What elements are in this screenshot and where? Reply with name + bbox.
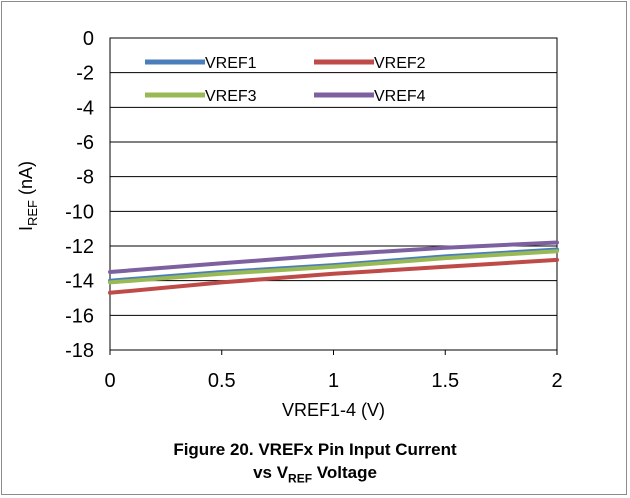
x-axis-label: VREF1-4 (V) <box>282 400 385 420</box>
legend: VREF1 VREF2 VREF3 VREF4 <box>145 55 426 105</box>
y-tick-label: -18 <box>65 340 94 362</box>
grid <box>110 37 557 351</box>
caption-subscript: REF <box>288 471 313 486</box>
y-axis-label: IREF (nA) <box>16 161 40 231</box>
x-tick-label: 2 <box>551 370 562 392</box>
figure-caption-line2: vs VREF Voltage <box>0 463 630 485</box>
y-tick-label: -14 <box>65 271 94 293</box>
series-line-vref2 <box>108 257 559 295</box>
y-tick-label: -16 <box>65 305 94 327</box>
legend-label-vref3: VREF3 <box>205 88 257 105</box>
y-axis-ticks: 0 -2 -4 -6 -8 -10 -12 -14 -16 -18 <box>65 28 94 362</box>
series-line-vref3 <box>108 249 559 285</box>
x-tick-label: 0 <box>104 370 115 392</box>
legend-label-vref4: VREF4 <box>374 88 426 105</box>
y-tick-label: -10 <box>65 201 94 223</box>
figure-caption-line1: Figure 20. VREFx Pin Input Current <box>173 440 457 459</box>
caption-prefix: vs V <box>253 463 289 482</box>
legend-label-vref2: VREF2 <box>374 55 426 72</box>
y-tick-label: -8 <box>76 167 94 189</box>
series-line-vref4 <box>108 240 559 274</box>
series-lines <box>108 240 559 295</box>
y-tick-label: -6 <box>76 132 94 154</box>
caption-suffix: Voltage <box>312 463 377 482</box>
x-tick-label: 1 <box>328 370 339 392</box>
legend-label-vref1: VREF1 <box>205 55 257 72</box>
x-tick-label: 0.5 <box>208 370 236 392</box>
y-tick-label: -12 <box>65 236 94 258</box>
x-tick-label: 1.5 <box>431 370 459 392</box>
y-tick-label: -4 <box>76 97 94 119</box>
plot-area <box>109 37 558 351</box>
y-tick-label: 0 <box>83 28 94 50</box>
y-tick-label: -2 <box>76 63 94 85</box>
x-axis-ticks: 0 0.5 1 1.5 2 <box>104 350 563 392</box>
